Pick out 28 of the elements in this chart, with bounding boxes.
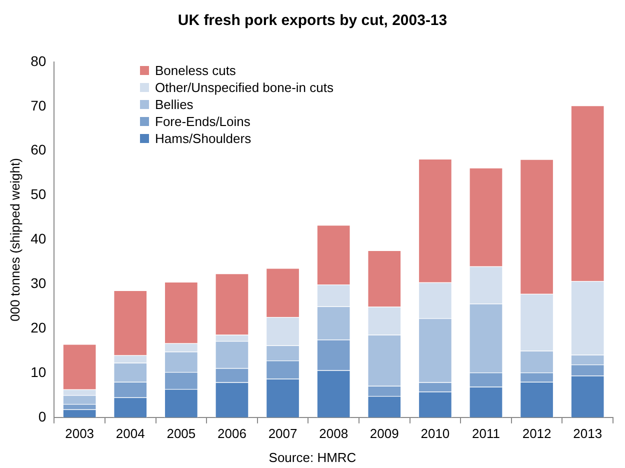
legend-label: Hams/Shoulders	[155, 131, 252, 146]
x-tick-label: 2012	[522, 426, 552, 441]
y-tick-label: 50	[30, 186, 46, 202]
y-tick-label: 80	[30, 52, 46, 69]
source-note: Source: HMRC	[268, 450, 358, 465]
y-tick-label: 0	[38, 408, 46, 424]
x-tick-label: 2009	[370, 426, 399, 441]
x-tick-label: 2008	[319, 426, 348, 441]
legend-label: Boneless cuts	[155, 63, 236, 78]
y-tick-label: 60	[30, 142, 46, 158]
y-tick-label: 30	[30, 274, 46, 291]
y-tick-label: 70	[30, 97, 46, 114]
y-tick-label: 40	[30, 230, 46, 247]
y-tick-label: 10	[30, 364, 46, 380]
legend-label: Other/Unspecified bone-in cuts	[155, 80, 334, 95]
legend-label: Fore-Ends/Loins	[155, 114, 250, 129]
x-tick-label: 2011	[472, 426, 500, 441]
x-tick-label: 2006	[218, 426, 246, 441]
x-tick-label: 2004	[116, 426, 145, 441]
x-tick-label: 2010	[420, 426, 450, 441]
y-tick-label: 20	[30, 319, 46, 336]
legend-label: Bellies	[155, 97, 194, 112]
x-tick-label: 2005	[166, 426, 196, 441]
y-axis-title: 000 tonnes (shipped weight)	[7, 158, 22, 322]
x-tick-label: 2007	[268, 426, 298, 441]
x-tick-label: 2003	[65, 426, 94, 441]
x-tick-label: 2013	[573, 426, 602, 441]
chart-title: UK fresh pork exports by cut, 2003-13	[176, 12, 448, 29]
